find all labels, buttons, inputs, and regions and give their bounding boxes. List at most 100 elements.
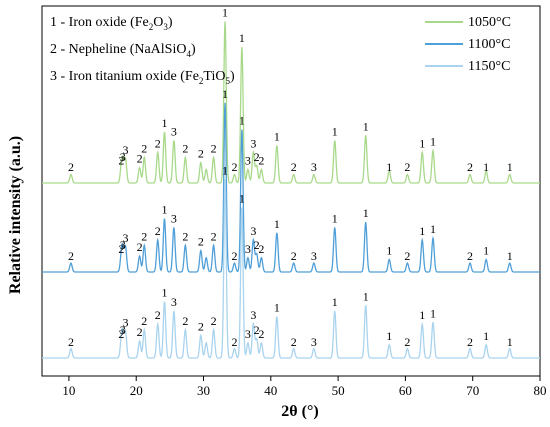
phase-key: 1 - Iron oxide (Fe2O3) 2 - Nepheline (Na… xyxy=(50,15,235,86)
peak-label: 1 xyxy=(507,249,513,263)
peak-label: 2 xyxy=(254,150,260,164)
peak-label: 1 xyxy=(419,308,425,322)
peak-label: 2 xyxy=(68,249,74,263)
peak-label: 2 xyxy=(404,160,410,174)
peak-label: 3 xyxy=(122,143,128,157)
peak-label: 2 xyxy=(155,224,161,238)
peak-label: 2 xyxy=(211,314,217,328)
legend: 1050°C 1100°C 1150°C xyxy=(425,15,511,74)
peak-label: 1 xyxy=(507,335,513,349)
peak-label: 3 xyxy=(245,327,251,341)
plot-border xyxy=(41,5,541,377)
peak-label: 1 xyxy=(222,163,228,177)
peak-label: 1 xyxy=(161,286,167,300)
x-tick-label: 40 xyxy=(264,383,277,398)
x-axis-title: 2θ (°) xyxy=(281,403,318,420)
peak-label: 2 xyxy=(254,238,260,252)
peak-label: 2 xyxy=(182,142,188,156)
peak-label: 2 xyxy=(231,335,237,349)
peak-label: 2 xyxy=(182,229,188,243)
peak-label: 2 xyxy=(155,136,161,150)
peak-label: 3 xyxy=(250,136,256,150)
peak-label: 3 xyxy=(311,249,317,263)
peak-label: 1 xyxy=(386,160,392,174)
peak-label: 3 xyxy=(120,150,126,164)
peak-label: 2 xyxy=(182,314,188,328)
peak-label: 2 xyxy=(118,242,124,256)
x-tick-label: 30 xyxy=(197,383,210,398)
peak-label: 1 xyxy=(483,329,489,343)
peak-label: 1 xyxy=(274,217,280,231)
series-line-2 xyxy=(42,179,540,359)
peak-label: 3 xyxy=(171,212,177,226)
peak-label: 2 xyxy=(68,335,74,349)
peak-label: 3 xyxy=(245,242,251,256)
peak-label: 1 xyxy=(363,119,369,133)
x-tick-label: 70 xyxy=(466,383,479,398)
series-line-0 xyxy=(42,21,540,184)
peak-label: 1 xyxy=(239,192,245,206)
peak-label: 1 xyxy=(239,114,245,128)
x-tick-label: 50 xyxy=(332,383,345,398)
peak-label: 1 xyxy=(222,6,228,20)
peak-label: 2 xyxy=(258,153,264,167)
peak-label: 1 xyxy=(332,295,338,309)
peak-label: 3 xyxy=(311,335,317,349)
peak-label: 3 xyxy=(120,323,126,337)
peak-label: 3 xyxy=(311,160,317,174)
peak-label: 2 xyxy=(118,327,124,341)
peak-label: 2 xyxy=(141,229,147,243)
x-tick-label: 10 xyxy=(62,383,75,398)
legend-label-2: 1150°C xyxy=(468,59,510,74)
peak-label: 2 xyxy=(118,153,124,167)
peak-label: 2 xyxy=(291,160,297,174)
peak-label: 1 xyxy=(386,329,392,343)
peak-label: 1 xyxy=(430,135,436,149)
peak-label: 1 xyxy=(161,116,167,130)
peak-label: 1 xyxy=(222,87,228,101)
peak-label: 1 xyxy=(507,160,513,174)
peak-label: 1 xyxy=(386,244,392,258)
peak-label: 2 xyxy=(68,160,74,174)
peak-label: 1 xyxy=(239,31,245,45)
peak-label: 2 xyxy=(258,242,264,256)
peak-label: 2 xyxy=(467,249,473,263)
x-tick-label: 80 xyxy=(534,383,547,398)
peak-label: 2 xyxy=(254,323,260,337)
axis-layer: 10 20 30 40 50 60 70 80 xyxy=(62,376,547,398)
peak-label: 1 xyxy=(274,130,280,144)
peak-label: 2 xyxy=(155,308,161,322)
peak-label: 3 xyxy=(250,224,256,238)
x-tick-label: 20 xyxy=(130,383,143,398)
peak-label: 2 xyxy=(404,335,410,349)
peak-label: 2 xyxy=(291,335,297,349)
peak-label: 3 xyxy=(250,308,256,322)
phase-key-1: 1 - Iron oxide (Fe2O3) xyxy=(50,15,173,32)
peak-label: 2 xyxy=(141,314,147,328)
peak-label: 2 xyxy=(231,160,237,174)
peak-label: 1 xyxy=(161,203,167,217)
peak-label: 2 xyxy=(137,152,143,166)
peak-label: 2 xyxy=(258,327,264,341)
series-layer xyxy=(42,21,540,359)
peak-label: 2 xyxy=(141,142,147,156)
legend-label-1: 1100°C xyxy=(468,37,510,52)
peak-label: 3 xyxy=(171,295,177,309)
peak-label: 3 xyxy=(122,316,128,330)
peak-label: 1 xyxy=(419,136,425,150)
peak-label: 2 xyxy=(137,325,143,339)
peak-label: 1 xyxy=(363,206,369,220)
peak-label: 2 xyxy=(211,142,217,156)
legend-label-0: 1050°C xyxy=(468,15,511,30)
peak-label: 1 xyxy=(430,306,436,320)
peak-label: 2 xyxy=(137,240,143,254)
peak-label: 1 xyxy=(332,212,338,226)
phase-key-2: 2 - Nepheline (NaAlSiO4) xyxy=(50,42,196,59)
peak-label: 2 xyxy=(467,335,473,349)
peak-label: 2 xyxy=(291,249,297,263)
peak-label: 3 xyxy=(120,238,126,252)
peak-label: 3 xyxy=(171,125,177,139)
